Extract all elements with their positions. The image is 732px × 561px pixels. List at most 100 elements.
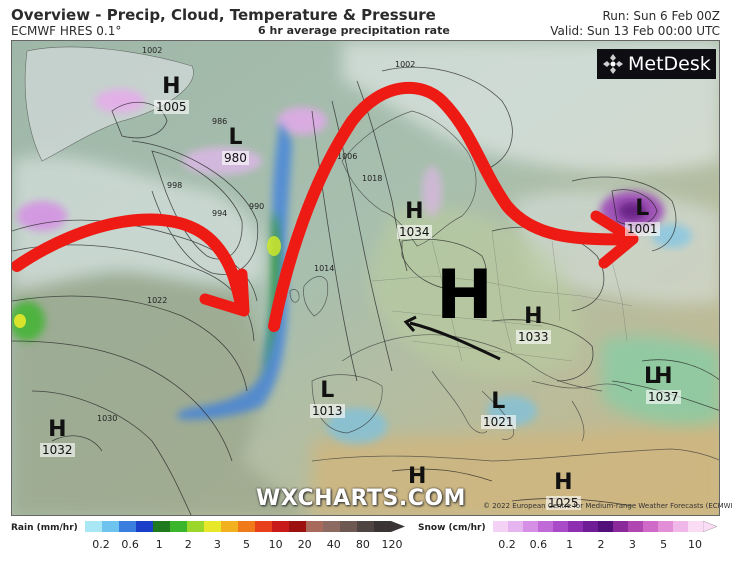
isobar-label: 1002	[142, 46, 162, 55]
legend-tick: 1	[155, 538, 163, 551]
isobar-label: 986	[212, 117, 227, 126]
pressure-symbol: L	[320, 378, 335, 403]
legend-tick: 1	[566, 538, 574, 551]
isobar-label: 994	[212, 209, 227, 218]
color-swatch	[119, 521, 136, 532]
legend-tick: 80	[355, 538, 370, 551]
pressure-value: 1025	[546, 496, 581, 510]
pressure-symbol: H	[408, 464, 427, 489]
pressure-symbol: H	[162, 74, 181, 99]
legend-tick: 5	[243, 538, 250, 551]
flow-arrowhead	[403, 315, 417, 332]
isobar-label: 1022	[147, 296, 167, 305]
legend-tick: 2	[184, 538, 192, 551]
rain-color-scale	[85, 521, 391, 532]
pressure-center-high: H 1037	[646, 366, 681, 404]
pressure-symbol: H	[405, 199, 424, 224]
color-swatch	[255, 521, 272, 532]
pressure-center-high: H 1032	[40, 419, 75, 457]
rain-area-west	[12, 301, 45, 341]
pressure-value: 1013	[310, 404, 345, 418]
color-swatch	[538, 521, 553, 532]
legend-tick: 0.6	[121, 538, 139, 551]
legend-tick: 3	[213, 538, 221, 551]
snow-legend-label: Snow (cm/hr)	[418, 523, 486, 533]
country-borders	[371, 230, 633, 362]
color-swatch	[340, 521, 357, 532]
color-swatch	[568, 521, 583, 532]
color-swatch	[289, 521, 306, 532]
color-swatch	[508, 521, 523, 532]
metdesk-logo-icon	[602, 53, 624, 75]
color-swatch	[598, 521, 613, 532]
pressure-symbol: H	[554, 470, 573, 495]
snow-color-scale	[493, 521, 703, 532]
color-swatch	[583, 521, 598, 532]
isobar-label: 990	[249, 202, 264, 211]
legend-tick: 10	[268, 538, 283, 551]
weather-map: 1002 986 994 998 990 1018 1022 1030 1014…	[11, 40, 720, 516]
pressure-center-high: H 1034	[397, 201, 432, 239]
snow-scale-arrow	[703, 521, 718, 532]
wxcharts-watermark: WXCHARTS.COM	[256, 486, 466, 511]
chart-subtitle: 6 hr average precipitation rate	[258, 24, 450, 37]
legend-tick: 0.6	[529, 538, 548, 551]
pressure-symbol: H	[654, 364, 673, 389]
legend-tick: 0.2	[498, 538, 516, 551]
color-swatch	[306, 521, 323, 532]
snow-core-russia	[618, 202, 646, 220]
color-swatch	[136, 521, 153, 532]
run-time: Run: Sun 6 Feb 00Z	[602, 9, 720, 23]
color-swatch	[272, 521, 289, 532]
isobar-label: 1002	[395, 60, 415, 69]
jet-stream-east	[268, 82, 638, 332]
color-swatch	[323, 521, 340, 532]
pressure-value: 1034	[397, 225, 432, 239]
metdesk-logo: MetDesk	[597, 49, 716, 79]
isobar-label: 1018	[362, 174, 382, 183]
kazakhstan-cold-area	[602, 336, 719, 425]
pressure-value: 1001	[625, 222, 660, 236]
pressure-center-low: L 980	[222, 127, 249, 165]
pressure-symbol: H	[48, 417, 67, 442]
atlantic-ocean	[12, 271, 310, 515]
pressure-value: 1033	[516, 330, 551, 344]
pressure-value: 980	[222, 151, 249, 165]
color-swatch	[102, 521, 119, 532]
color-swatch	[628, 521, 643, 532]
color-swatch	[170, 521, 187, 532]
metdesk-brand-text: MetDesk	[628, 53, 711, 75]
color-swatch	[523, 521, 538, 532]
isobar-label: 1014	[314, 264, 334, 273]
color-swatch	[238, 521, 255, 532]
color-swatch	[374, 521, 391, 532]
rain-band-cold-front	[177, 121, 292, 420]
pressure-center-low: L 1001	[625, 198, 660, 236]
snow-area-scandinavia	[422, 166, 442, 216]
color-swatch	[688, 521, 703, 532]
legend: Rain (mm/hr) Snow (cm/hr)	[0, 518, 732, 561]
jet-stream-arrowhead-west	[199, 268, 250, 317]
color-swatch	[85, 521, 102, 532]
north-africa-land	[312, 421, 719, 515]
color-swatch	[357, 521, 374, 532]
legend-tick: 120	[381, 538, 403, 551]
snow-area-labrador	[17, 201, 67, 231]
chart-header: Overview - Precip, Cloud, Temperature & …	[0, 0, 732, 40]
valid-time: Valid: Sun 13 Feb 00:00 UTC	[550, 24, 720, 38]
pressure-center-high: H 1025	[546, 472, 581, 510]
color-swatch	[493, 521, 508, 532]
rain-heavy-west	[14, 314, 26, 328]
pressure-center-low: L 1013	[310, 380, 345, 418]
pressure-center-low: L	[644, 366, 658, 388]
legend-tick: 3	[628, 538, 636, 551]
pressure-value: 1037	[646, 390, 681, 404]
pressure-value: 1005	[154, 100, 189, 114]
rain-scale-arrow	[391, 521, 405, 532]
legend-tick: 10	[688, 538, 702, 551]
color-swatch	[613, 521, 628, 532]
legend-tick: 2	[597, 538, 605, 551]
rain-legend-label: Rain (mm/hr)	[11, 523, 78, 533]
color-swatch	[153, 521, 170, 532]
pressure-symbol: H	[524, 304, 543, 329]
